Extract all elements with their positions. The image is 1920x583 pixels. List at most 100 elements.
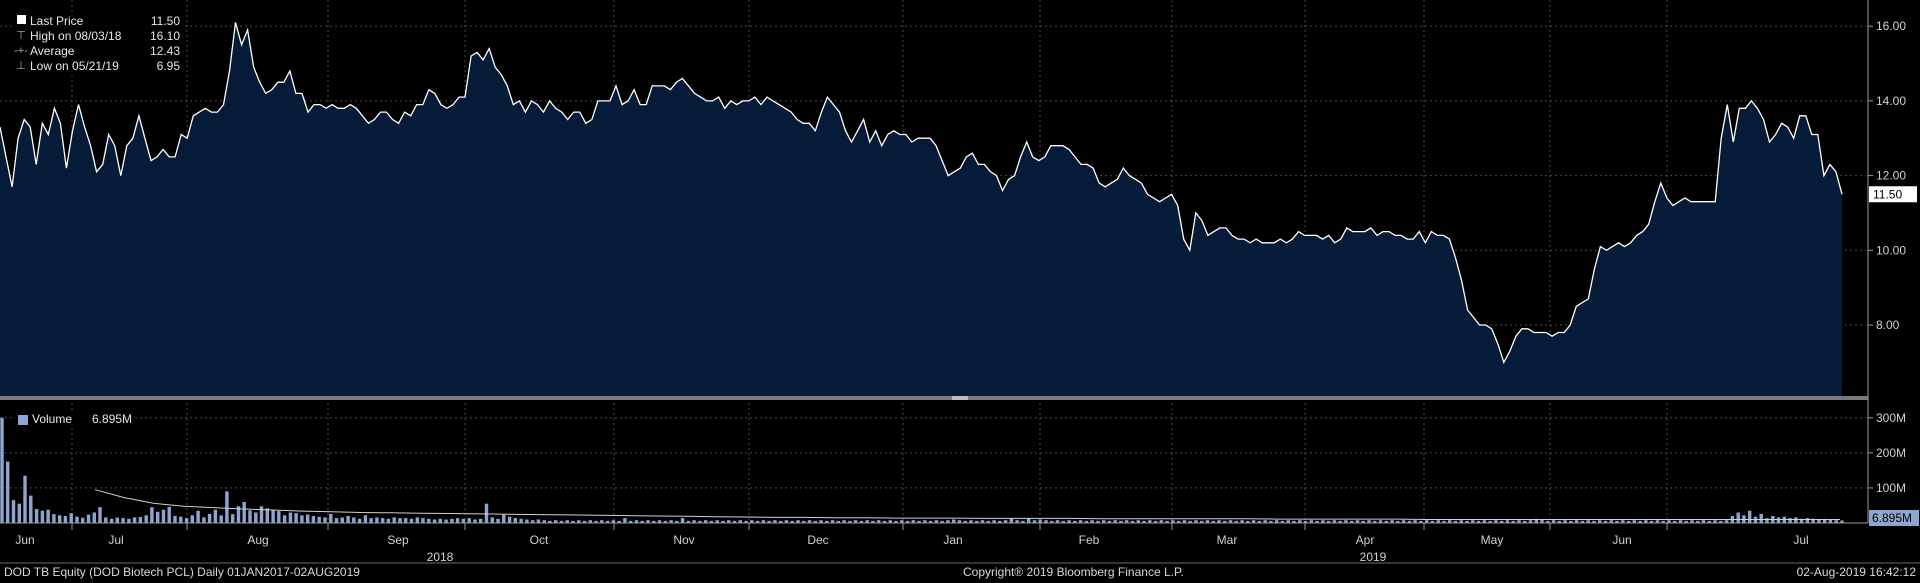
volume-bar (1125, 520, 1129, 523)
price-y-tick-label: 12.00 (1876, 169, 1906, 183)
volume-bar (1707, 520, 1711, 523)
volume-bar (836, 520, 840, 523)
volume-bar (548, 520, 552, 523)
volume-bar (657, 520, 662, 523)
volume-bar (1044, 520, 1048, 523)
volume-bar (1661, 520, 1665, 523)
legend-high[interactable]: ⊤ High on 08/03/18 16.10 (12, 29, 180, 44)
volume-bar (1563, 520, 1567, 523)
volume-bar (911, 520, 915, 523)
volume-bar (1384, 520, 1388, 523)
volume-bar (744, 520, 748, 523)
volume-bar (1453, 520, 1458, 523)
volume-bar (1776, 517, 1781, 523)
volume-bar (519, 518, 523, 523)
volume-bar (1107, 520, 1112, 523)
legend-last-price[interactable]: Last Price 11.50 (12, 14, 180, 29)
volume-bar (1759, 513, 1763, 523)
x-tick-label: Mar (1217, 533, 1238, 547)
legend-low-label: Low on 05/21/19 (30, 59, 119, 73)
volume-bar (1228, 520, 1233, 523)
volume-bar (1828, 519, 1833, 523)
volume-bar (1292, 520, 1296, 523)
volume-bar (1517, 520, 1521, 523)
x-tick-label: Feb (1079, 533, 1100, 547)
volume-bar (877, 520, 881, 523)
x-year-label: 2019 (1360, 550, 1387, 564)
volume-bar (646, 520, 650, 523)
volume-bar (254, 512, 258, 523)
legend-volume[interactable]: Volume 6.895M (12, 412, 132, 427)
volume-bar (1223, 520, 1227, 523)
legend-volume-label: Volume (32, 412, 73, 426)
volume-bar (750, 520, 754, 523)
volume-bar (1649, 520, 1654, 523)
volume-bar (138, 517, 143, 523)
volume-bar (1286, 520, 1290, 523)
volume-bar (409, 518, 414, 523)
legend-average[interactable]: -+- Average 12.43 (12, 44, 180, 59)
volume-bar (871, 520, 875, 523)
volume-bar (1303, 520, 1308, 523)
volume-bar (392, 517, 396, 523)
volume-swatch-icon (18, 414, 28, 425)
legend-low[interactable]: ⊥ Low on 05/21/19 6.95 (12, 59, 180, 74)
volume-bar (917, 520, 921, 523)
volume-bar (357, 518, 362, 523)
volume-bar (1269, 520, 1273, 523)
volume-bar (928, 520, 933, 523)
volume-bar (1263, 520, 1267, 523)
volume-bar (306, 514, 310, 523)
legend-volume-value: 6.895M (91, 412, 132, 426)
x-tick-label: Jan (943, 533, 962, 547)
volume-bar (23, 475, 27, 523)
volume-bar (680, 518, 685, 523)
volume-bar (1309, 520, 1313, 523)
volume-bar (132, 517, 137, 523)
volume-bar (1113, 520, 1117, 523)
volume-bar (1326, 520, 1331, 523)
volume-bar (34, 509, 39, 523)
volume-bar (1805, 518, 1810, 523)
volume-bar (998, 520, 1002, 523)
volume-bar (975, 520, 979, 523)
volume-bar (1644, 520, 1648, 523)
volume-bar (1078, 520, 1083, 523)
volume-bar (1194, 520, 1198, 523)
volume-bar (698, 520, 702, 523)
volume-bar (0, 417, 4, 523)
volume-bar (640, 520, 644, 523)
x-tick-label: May (1481, 533, 1504, 547)
legend-last-price-value: 11.50 (150, 14, 180, 28)
volume-bar (1021, 520, 1025, 523)
volume-bar (888, 520, 892, 523)
volume-bar (323, 517, 327, 523)
volume-bar (69, 513, 73, 523)
volume-bar (184, 518, 189, 523)
volume-bar (1344, 520, 1348, 523)
volume-bar (1067, 520, 1071, 523)
volume-bar (761, 520, 766, 523)
volume-bar (882, 520, 887, 523)
volume-bar (144, 515, 148, 523)
volume-bar (1038, 519, 1042, 523)
volume-bar (1159, 520, 1163, 523)
volume-bar (1136, 520, 1140, 523)
volume-bar (213, 509, 218, 523)
volume-bar (605, 520, 610, 523)
volume-bar (663, 520, 667, 523)
volume-bar (507, 516, 512, 523)
volume-bar (490, 517, 494, 523)
volume-bar (1799, 518, 1804, 523)
volume-bar (167, 506, 171, 523)
volume-bar (277, 511, 281, 523)
volume-bar (207, 513, 212, 523)
panel-resize-handle (952, 396, 968, 400)
volume-bar (1667, 520, 1671, 523)
volume-bar (369, 518, 373, 523)
volume-bar (923, 520, 927, 523)
volume-bar (727, 520, 731, 523)
legend-average-label: Average (30, 44, 75, 58)
volume-bar (969, 520, 973, 523)
